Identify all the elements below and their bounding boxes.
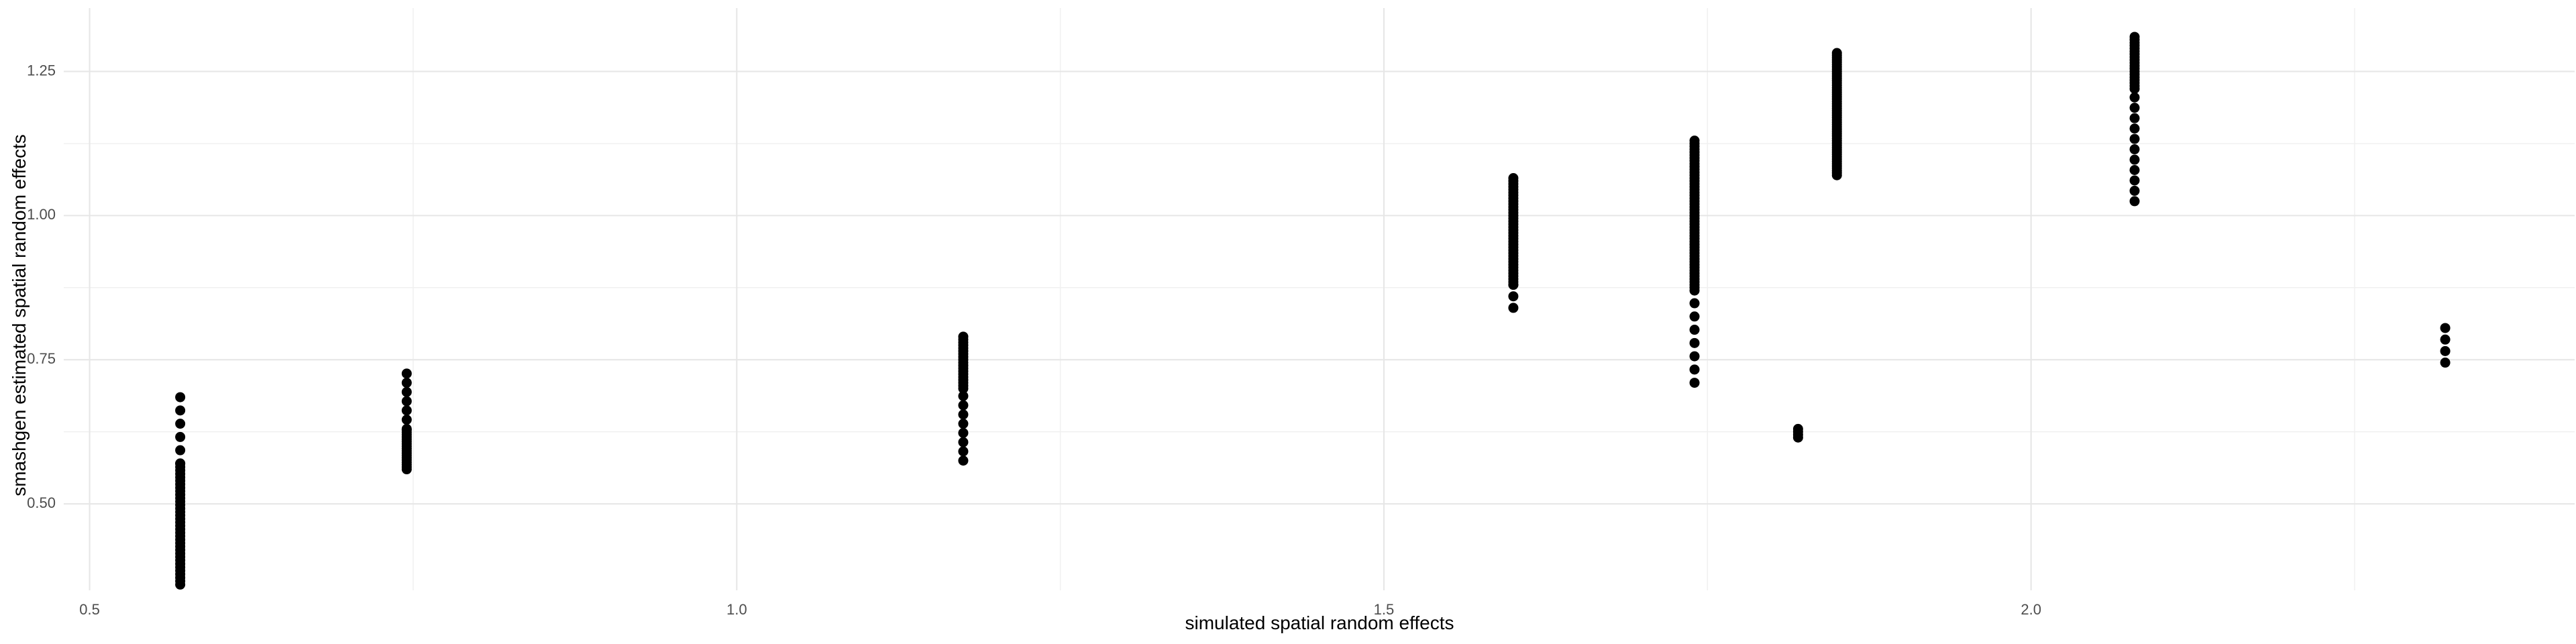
data-point bbox=[2129, 103, 2140, 113]
data-point bbox=[958, 455, 969, 466]
x-tick-label: 1.0 bbox=[727, 601, 747, 618]
data-point bbox=[401, 368, 412, 379]
points-layer bbox=[175, 32, 2451, 590]
data-point bbox=[2440, 323, 2451, 333]
data-point bbox=[958, 419, 969, 429]
x-axis-tick-labels: 0.5 1.0 1.5 2.0 bbox=[79, 601, 2041, 618]
grid-layer bbox=[64, 8, 2575, 590]
data-point bbox=[2129, 92, 2140, 103]
y-tick-label: 1.00 bbox=[27, 206, 56, 223]
data-point bbox=[1508, 303, 1519, 313]
data-point bbox=[958, 409, 969, 420]
x-tick-label: 1.5 bbox=[1374, 601, 1395, 618]
data-point bbox=[2129, 113, 2140, 123]
data-point bbox=[401, 386, 412, 397]
x-tick-label: 2.0 bbox=[2021, 601, 2041, 618]
data-point bbox=[1689, 136, 1700, 146]
y-axis-title: smashgen estimated spatial random effect… bbox=[9, 134, 30, 496]
data-point bbox=[958, 427, 969, 438]
y-tick-label: 1.25 bbox=[27, 62, 56, 78]
data-point bbox=[2129, 175, 2140, 186]
data-point bbox=[401, 396, 412, 407]
data-point bbox=[2129, 123, 2140, 134]
data-point bbox=[401, 423, 412, 434]
data-point bbox=[175, 431, 186, 442]
data-point bbox=[2129, 32, 2140, 42]
data-point bbox=[1689, 311, 1700, 322]
data-point bbox=[401, 378, 412, 388]
data-point bbox=[175, 445, 186, 455]
data-point bbox=[175, 392, 186, 402]
data-point bbox=[2440, 358, 2451, 368]
data-point bbox=[1831, 48, 1842, 58]
data-point bbox=[1689, 337, 1700, 348]
data-point bbox=[958, 400, 969, 411]
y-axis-tick-labels: 0.50 0.75 1.00 1.25 bbox=[27, 62, 56, 511]
data-point bbox=[2440, 334, 2451, 345]
data-point bbox=[175, 405, 186, 416]
data-point bbox=[2129, 164, 2140, 175]
y-tick-label: 0.75 bbox=[27, 350, 56, 367]
data-point bbox=[2129, 196, 2140, 207]
data-point bbox=[958, 390, 969, 401]
data-point bbox=[958, 437, 969, 447]
data-point bbox=[175, 419, 186, 429]
data-point bbox=[2129, 185, 2140, 196]
data-point bbox=[1508, 173, 1519, 184]
data-point bbox=[1689, 351, 1700, 362]
data-point bbox=[2129, 144, 2140, 155]
data-point bbox=[401, 415, 412, 425]
x-axis-title: simulated spatial random effects bbox=[1185, 612, 1454, 633]
data-point bbox=[1508, 291, 1519, 302]
data-point bbox=[401, 405, 412, 416]
data-point bbox=[958, 446, 969, 457]
data-point bbox=[1689, 298, 1700, 309]
data-point bbox=[958, 331, 969, 342]
data-point bbox=[175, 458, 186, 469]
data-point bbox=[1689, 364, 1700, 375]
y-tick-label: 0.50 bbox=[27, 494, 56, 511]
data-point bbox=[1689, 325, 1700, 335]
x-tick-label: 0.5 bbox=[79, 601, 100, 618]
data-point bbox=[2129, 154, 2140, 165]
data-point bbox=[1689, 378, 1700, 388]
data-point bbox=[1792, 423, 1803, 434]
data-point bbox=[2129, 133, 2140, 144]
data-point bbox=[2440, 345, 2451, 356]
